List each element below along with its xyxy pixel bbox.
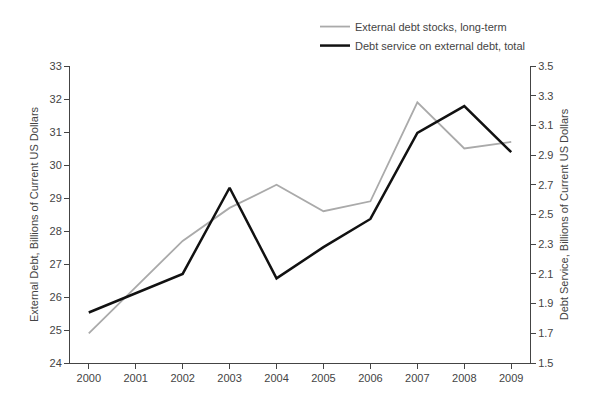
svg-text:2.3: 2.3 (538, 238, 553, 250)
svg-text:25: 25 (50, 324, 62, 336)
svg-text:3.3: 3.3 (538, 90, 553, 102)
svg-text:2005: 2005 (311, 372, 335, 384)
svg-text:External debt stocks, long-ter: External debt stocks, long-term (355, 21, 507, 33)
svg-text:31: 31 (50, 126, 62, 138)
svg-text:26: 26 (50, 291, 62, 303)
svg-text:1.7: 1.7 (538, 327, 553, 339)
svg-text:2000: 2000 (77, 372, 101, 384)
svg-text:2004: 2004 (264, 372, 288, 384)
svg-text:2003: 2003 (217, 372, 241, 384)
svg-text:28: 28 (50, 225, 62, 237)
svg-text:2.7: 2.7 (538, 179, 553, 191)
svg-text:Debt service on external debt,: Debt service on external debt, total (355, 40, 525, 52)
svg-text:29: 29 (50, 192, 62, 204)
svg-text:3.5: 3.5 (538, 60, 553, 72)
svg-text:3.1: 3.1 (538, 119, 553, 131)
svg-text:27: 27 (50, 258, 62, 270)
svg-text:32: 32 (50, 93, 62, 105)
svg-text:30: 30 (50, 159, 62, 171)
svg-text:1.9: 1.9 (538, 297, 553, 309)
svg-text:2002: 2002 (170, 372, 194, 384)
svg-text:33: 33 (50, 60, 62, 72)
svg-text:2.9: 2.9 (538, 149, 553, 161)
svg-text:2008: 2008 (452, 372, 476, 384)
svg-text:1.5: 1.5 (538, 357, 553, 369)
svg-text:2.1: 2.1 (538, 268, 553, 280)
svg-text:2001: 2001 (123, 372, 147, 384)
svg-text:Debt Service, Billions of Curr: Debt Service, Billions of Current US Dol… (558, 108, 570, 320)
svg-text:2006: 2006 (358, 372, 382, 384)
svg-text:2.5: 2.5 (538, 208, 553, 220)
svg-text:24: 24 (50, 357, 62, 369)
svg-text:External Debt, Billions of Cur: External Debt, Billions of Current US Do… (28, 106, 40, 322)
svg-text:2009: 2009 (499, 372, 523, 384)
svg-text:2007: 2007 (405, 372, 429, 384)
